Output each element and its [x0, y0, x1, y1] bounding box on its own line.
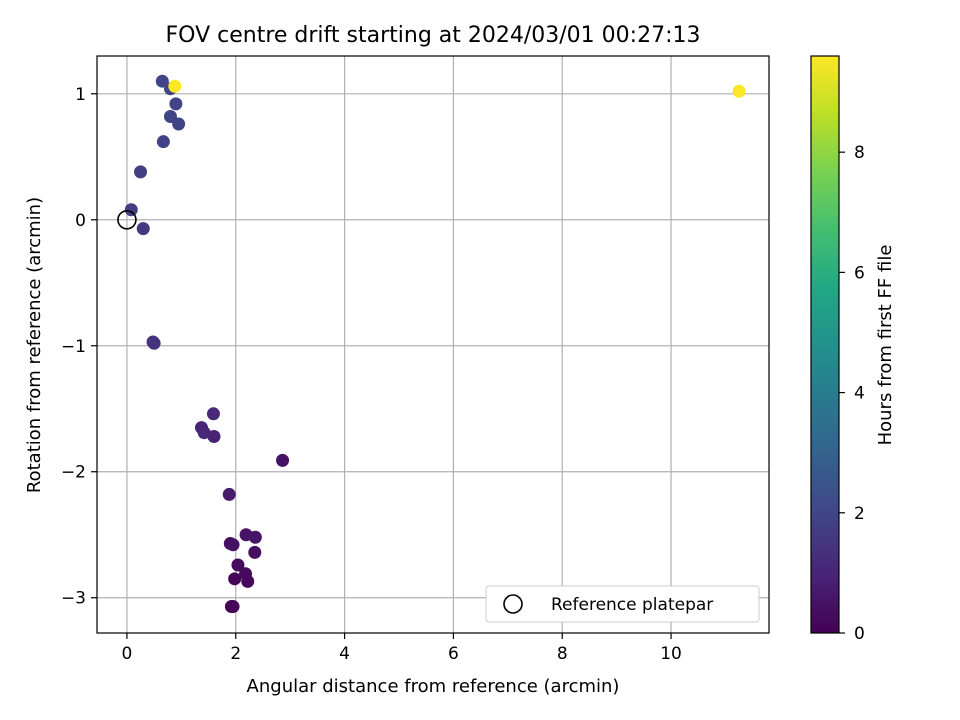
scatter-point [226, 538, 240, 552]
legend: Reference platepar [485, 585, 760, 623]
scatter-point [276, 453, 290, 467]
legend-label: Reference platepar [551, 595, 713, 615]
x-tick-label: 10 [660, 644, 682, 664]
colorbar-tick-label: 6 [854, 263, 865, 283]
scatter-point [155, 74, 169, 88]
data-points [124, 74, 746, 614]
scatter-point [197, 426, 211, 440]
grid [97, 56, 769, 633]
scatter-point [248, 530, 262, 544]
legend-marker [503, 594, 523, 614]
scatter-point [222, 487, 236, 501]
scatter-point [168, 79, 182, 93]
scatter-point [206, 407, 220, 421]
colorbar-tick-label: 0 [854, 624, 865, 644]
y-tick-label: −1 [61, 337, 86, 357]
colorbar-tick-label: 2 [854, 504, 865, 524]
x-tick-label: 2 [230, 644, 241, 664]
scatter-point [147, 336, 161, 350]
colorbar-tick-label: 4 [854, 384, 865, 404]
colorbar: 0 2 4 6 8 Hours from first FF file [810, 55, 896, 644]
scatter-point [226, 600, 240, 614]
scatter-point [169, 97, 183, 111]
scatter-point [156, 135, 170, 149]
reference-point [117, 209, 137, 230]
scatter-point [228, 572, 242, 586]
x-axis-ticks: 0 2 4 6 8 10 [122, 633, 682, 664]
scatter-point [172, 117, 186, 131]
y-axis-label: Rotation from reference (arcmin) [24, 197, 45, 493]
scatter-point [732, 84, 746, 98]
x-tick-label: 6 [448, 644, 459, 664]
colorbar-tick-label: 8 [854, 143, 865, 163]
scatter-point [207, 429, 221, 443]
scatter-point [136, 222, 150, 236]
chart-title: FOV centre drift starting at 2024/03/01 … [166, 23, 701, 48]
y-tick-label: 1 [75, 85, 86, 105]
colorbar-ticks: 0 2 4 6 8 [839, 143, 865, 644]
scatter-point [163, 109, 177, 123]
colorbar-gradient [810, 55, 840, 634]
plot-frame [96, 55, 770, 634]
y-axis-ticks: 1 0 −1 −2 −3 [61, 85, 97, 609]
scatter-point [124, 203, 138, 217]
y-tick-label: −3 [61, 589, 86, 609]
x-tick-label: 0 [122, 644, 133, 664]
scatter-point [134, 165, 148, 179]
y-tick-label: −2 [61, 463, 86, 483]
x-axis-label: Angular distance from reference (arcmin) [247, 676, 620, 697]
x-tick-label: 4 [339, 644, 350, 664]
scatter-point [248, 545, 262, 559]
legend-box [485, 585, 760, 623]
scatter-point [231, 558, 245, 572]
colorbar-label: Hours from first FF file [875, 245, 896, 446]
y-tick-label: 0 [75, 211, 86, 231]
scatter-point [239, 567, 253, 581]
x-tick-label: 8 [557, 644, 568, 664]
